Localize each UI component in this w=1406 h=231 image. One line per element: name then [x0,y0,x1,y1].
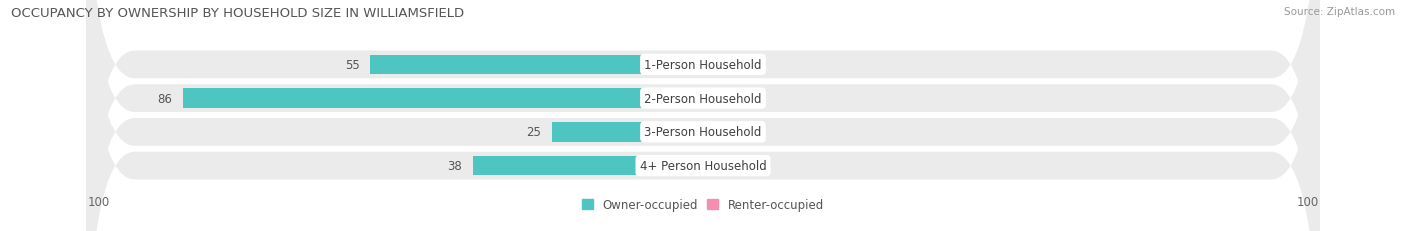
Text: 7: 7 [756,59,763,72]
Text: 3-Person Household: 3-Person Household [644,126,762,139]
Text: 3: 3 [733,126,740,139]
Bar [474,156,703,176]
FancyBboxPatch shape [86,0,1320,231]
Text: 86: 86 [157,92,172,105]
FancyBboxPatch shape [86,0,1320,231]
FancyBboxPatch shape [86,0,1320,231]
Text: Source: ZipAtlas.com: Source: ZipAtlas.com [1284,7,1395,17]
Text: 25: 25 [526,126,541,139]
Text: 55: 55 [344,59,360,72]
Text: 2-Person Household: 2-Person Household [644,92,762,105]
Text: 38: 38 [447,159,463,172]
Bar [370,55,703,75]
Bar [703,156,716,176]
Bar [551,123,703,142]
Text: 2: 2 [725,159,734,172]
Bar [183,89,703,108]
Text: 2: 2 [725,92,734,105]
Text: 4+ Person Household: 4+ Person Household [640,159,766,172]
FancyBboxPatch shape [86,0,1320,231]
Bar [703,89,716,108]
Text: 1-Person Household: 1-Person Household [644,59,762,72]
Bar [703,123,721,142]
Legend: Owner-occupied, Renter-occupied: Owner-occupied, Renter-occupied [578,194,828,216]
Text: OCCUPANCY BY OWNERSHIP BY HOUSEHOLD SIZE IN WILLIAMSFIELD: OCCUPANCY BY OWNERSHIP BY HOUSEHOLD SIZE… [11,7,464,20]
Bar [703,55,745,75]
